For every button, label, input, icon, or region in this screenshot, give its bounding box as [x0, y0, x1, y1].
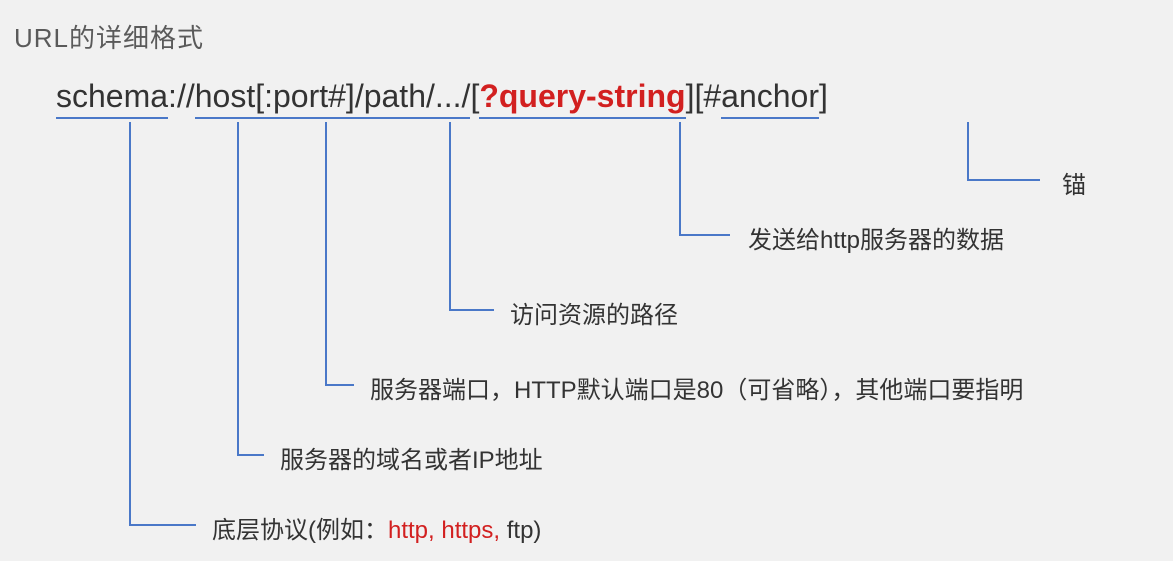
diagram-canvas: URL的详细格式 schema://host[:port#]/path/.../… — [0, 0, 1173, 561]
connector-anchor — [968, 122, 1040, 180]
annotation-path: 访问资源的路径 — [510, 295, 678, 330]
annotation-port: 服务器端口，HTTP默认端口是80（可省略），其他端口要指明 — [370, 370, 1023, 405]
annotation-query: 发送给http服务器的数据 — [748, 220, 1004, 255]
segment-path: /path/.../ — [355, 78, 471, 119]
annotation-host: 服务器的域名或者IP地址 — [280, 440, 543, 475]
segment-query: ?query-string — [479, 78, 685, 119]
segment-host: host — [195, 78, 255, 119]
connector-port — [326, 122, 354, 385]
connector-path — [450, 122, 494, 310]
segment-anchor-open: [# — [694, 78, 721, 115]
segment-schema: schema — [56, 78, 168, 119]
annotation-schema-suffix: ftp) — [500, 517, 541, 544]
annotation-schema-prefix: 底层协议(例如： — [212, 517, 388, 544]
diagram-title: URL的详细格式 — [14, 18, 204, 55]
segment-anchor: anchor — [721, 78, 819, 119]
segment-query-close: ] — [686, 78, 695, 115]
annotation-schema: 底层协议(例如：http, https, ftp) — [212, 510, 541, 545]
segment-sep1: :// — [168, 78, 195, 115]
annotation-schema-highlight: http, https, — [388, 517, 500, 544]
url-format-line: schema://host[:port#]/path/.../[?query-s… — [56, 78, 828, 119]
connector-host — [238, 122, 264, 455]
segment-anchor-close: ] — [819, 78, 828, 115]
connector-query — [680, 122, 730, 235]
segment-port: [:port#] — [255, 78, 355, 119]
segment-query-open: [ — [470, 78, 479, 115]
connector-schema — [130, 122, 196, 525]
annotation-anchor: 锚 — [1062, 165, 1086, 200]
